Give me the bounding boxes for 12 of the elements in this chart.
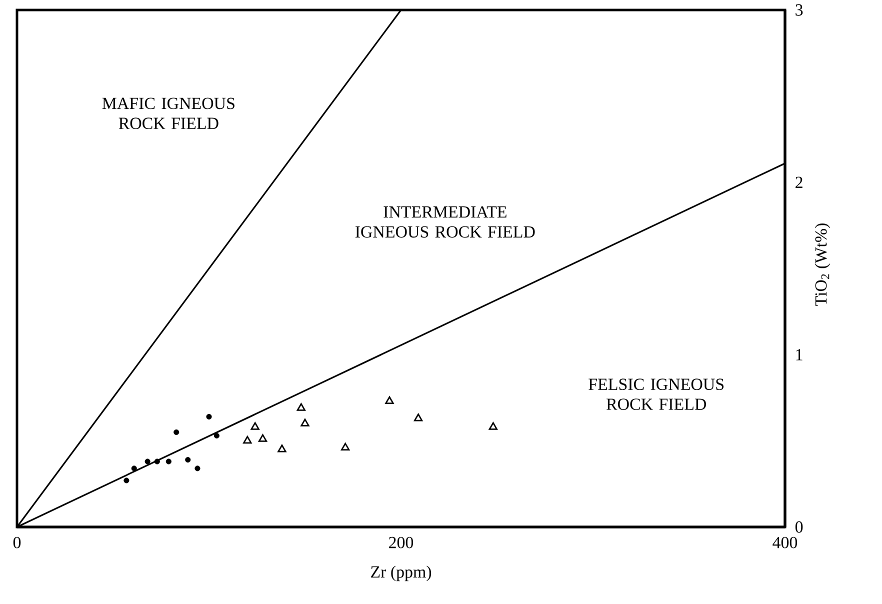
annotation: FELSIC IGNEOUS ROCK FIELD bbox=[588, 378, 724, 410]
annotation: MAFIC IGNEOUS ROCK FIELD bbox=[102, 98, 234, 130]
y-axis-title: TiO$_{2}$ (Wt%) bbox=[814, 224, 830, 306]
x-axis-title: Zr (ppm) bbox=[371, 566, 432, 582]
annotation: INTERMEDIATE IGNEOUS ROCK FIELD bbox=[355, 206, 535, 238]
y-tick-label: 0 bbox=[795, 521, 803, 533]
y-tick-label: 1 bbox=[796, 349, 802, 360]
x-tick-label: 400 bbox=[772, 536, 798, 548]
y-tick-label: 3 bbox=[796, 4, 803, 16]
x-tick-label: 0 bbox=[13, 536, 21, 548]
y-tick-label: 2 bbox=[796, 176, 802, 188]
x-tick-label: 200 bbox=[389, 536, 414, 548]
